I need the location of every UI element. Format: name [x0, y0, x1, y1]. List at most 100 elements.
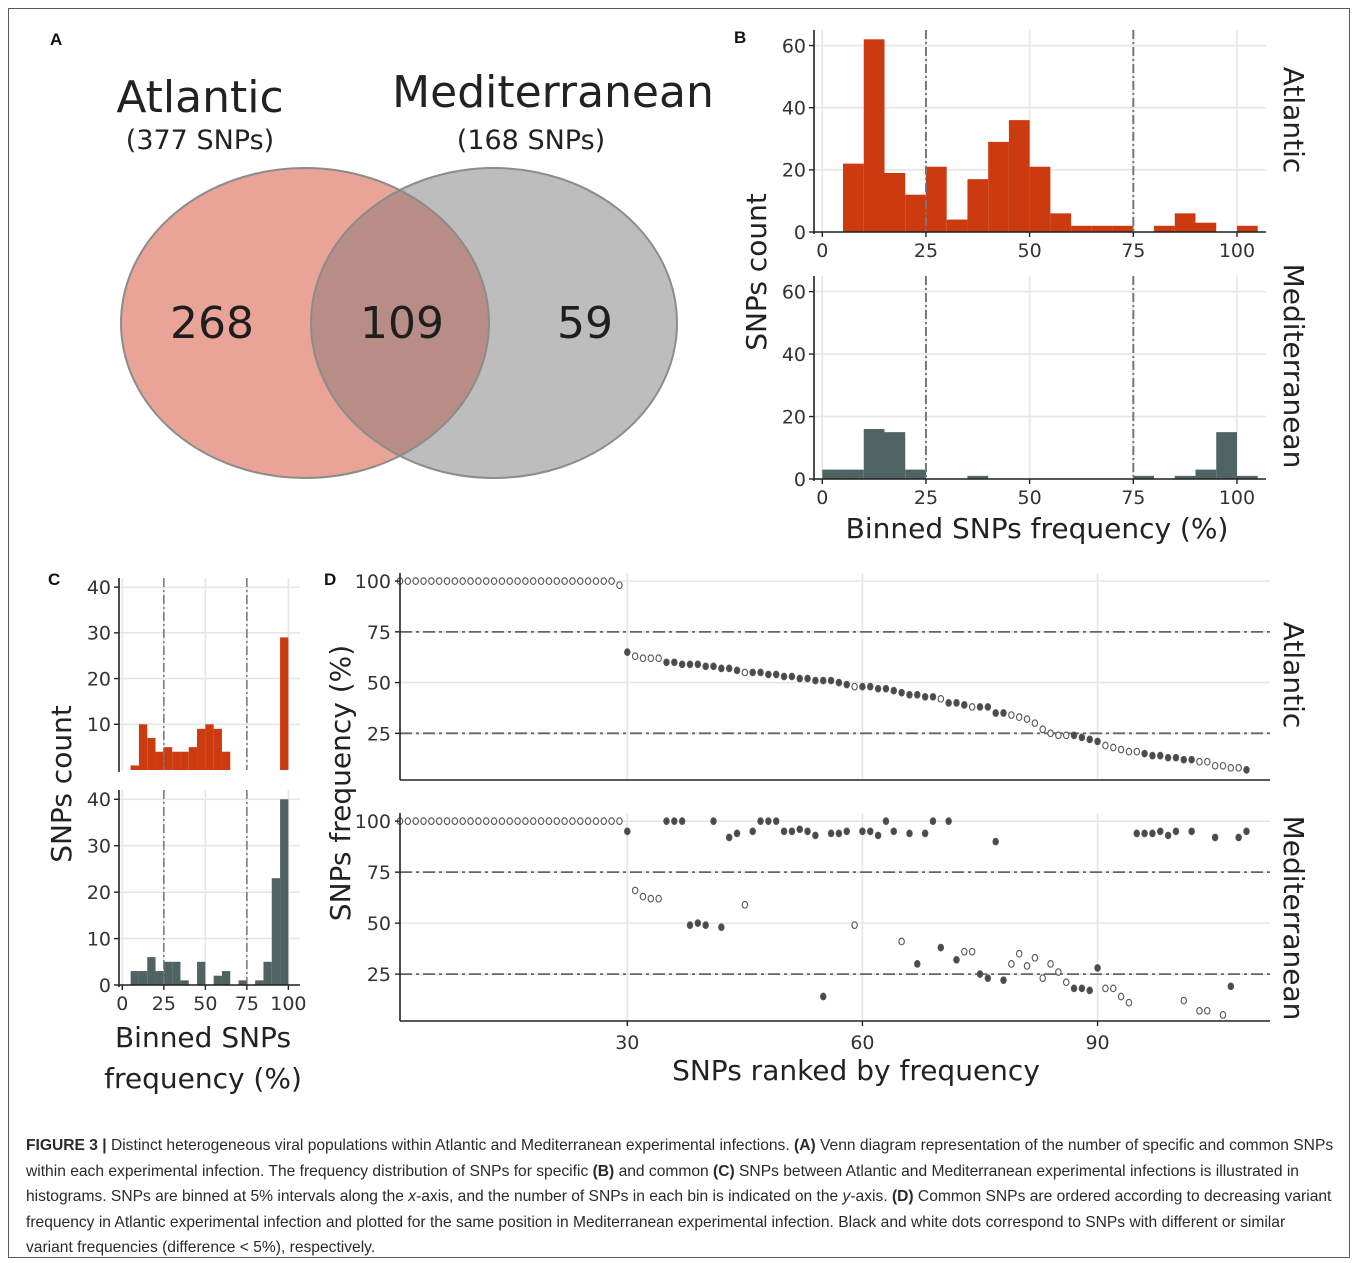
histogram-bar: [1029, 166, 1051, 232]
histogram-bar: [147, 957, 156, 985]
histogram-bar: [213, 975, 222, 985]
snp-dot-similar: [577, 577, 584, 585]
venn-diagram: A Atlantic (377 SNPs) Mediterranean (168…: [50, 30, 714, 479]
snp-dot-similar: [655, 654, 662, 663]
venn-circle-atlantic-outline: [120, 167, 490, 479]
snp-dot-similar: [420, 817, 427, 826]
snp-dot-different: [1164, 831, 1172, 840]
y-tick-label: 40: [782, 98, 806, 120]
snp-dot-different: [1078, 984, 1086, 993]
snp-dot-similar: [1031, 953, 1039, 962]
x-tick-label: 75: [1121, 240, 1145, 262]
snp-dot-different: [953, 955, 960, 964]
panel-b-facet-atlantic: Atlantic: [1277, 67, 1310, 173]
snp-dot-similar: [506, 817, 513, 826]
snp-dot-different: [796, 825, 803, 834]
snp-dot-similar: [616, 817, 623, 826]
histogram-bar: [884, 432, 906, 479]
y-tick-label: 20: [782, 160, 806, 182]
snp-dot-similar: [1055, 731, 1062, 740]
snp-dot-similar: [616, 581, 623, 590]
venn-left-title: Atlantic: [116, 72, 283, 123]
caption-text-2: Venn diagram representation of the numbe…: [26, 1137, 1334, 1180]
snp-dot-similar: [1062, 731, 1070, 740]
snp-dot-different: [733, 666, 741, 675]
x-tick-label: 100: [1219, 240, 1255, 262]
snp-dot-different: [906, 829, 913, 838]
histogram-bar: [946, 219, 968, 232]
histogram-bar: [1071, 225, 1092, 232]
histogram-bar: [1133, 475, 1155, 479]
histogram-bar: [1174, 475, 1196, 479]
snp-dot-similar: [443, 817, 451, 826]
snp-dot-similar: [600, 817, 608, 826]
histogram-bar: [238, 980, 247, 985]
snp-dot-similar: [545, 817, 553, 826]
snp-dot-different: [827, 829, 835, 838]
snp-dot-similar: [1062, 978, 1070, 987]
snp-dot-similar: [1117, 992, 1125, 1001]
caption-x-axis: x: [408, 1188, 417, 1205]
x-tick-label: 50: [1018, 487, 1042, 509]
snp-dot-different: [1211, 833, 1219, 842]
snp-dot-similar: [475, 577, 482, 585]
panel-d-facet-mediterranean: Mediterranean: [1277, 816, 1310, 1021]
snp-dot-similar: [537, 577, 545, 585]
panel-b-atlantic-plot: 0 20 40 60 0 25 50 75 100: [782, 30, 1266, 262]
snp-dot-similar: [1015, 949, 1023, 958]
snp-dot-similar: [467, 817, 474, 826]
snp-dot-different: [867, 682, 874, 691]
y-tick-label: 10: [87, 714, 111, 736]
snp-dot-different: [702, 662, 709, 671]
histogram-bar: [1236, 225, 1258, 232]
histogram-bar: [1195, 222, 1217, 232]
snp-dot-different: [843, 680, 851, 689]
panel-label-b: B: [734, 28, 746, 47]
snp-dot-different: [624, 827, 631, 836]
x-tick-label: 100: [1219, 487, 1255, 509]
histogram-bar: [172, 961, 181, 985]
y-tick-label: 60: [782, 281, 806, 303]
snp-dot-different: [835, 829, 843, 838]
snp-dot-similar: [1023, 962, 1031, 970]
snp-dot-similar: [898, 937, 905, 946]
snp-dot-similar: [1204, 1006, 1211, 1015]
snp-dot-different: [796, 674, 803, 683]
y-tick-label: 40: [87, 789, 111, 811]
snp-dot-different: [624, 648, 631, 656]
snp-dot-similar: [1055, 968, 1062, 976]
panel-label-c: C: [48, 570, 60, 589]
histogram-bar: [172, 751, 181, 770]
x-tick-label: 0: [816, 240, 828, 262]
snp-dot-different: [819, 676, 827, 685]
y-tick-label: 25: [367, 723, 391, 745]
x-tick-label: 25: [152, 993, 176, 1015]
histogram-bar: [221, 971, 231, 985]
snp-dot-different: [772, 817, 780, 826]
x-tick-label: 75: [1121, 487, 1145, 509]
y-tick-label: 20: [87, 882, 111, 904]
y-tick-label: 100: [355, 811, 391, 833]
snp-dot-similar: [968, 947, 976, 956]
y-tick-label: 0: [99, 975, 111, 997]
snp-dot-similar: [1219, 1011, 1227, 1019]
caption-y-axis: y: [842, 1188, 851, 1205]
snp-dot-different: [1235, 833, 1242, 842]
snp-dot-different: [890, 827, 898, 836]
histogram-bar: [147, 738, 156, 770]
histogram-bar: [1050, 213, 1072, 232]
snp-dot-similar: [1196, 1006, 1203, 1015]
snp-dot-different: [780, 672, 788, 681]
histogram-bar: [1195, 469, 1217, 479]
snp-dot-different: [1070, 984, 1078, 993]
caption-text-4: SNPs between Atlantic and Mediterranean …: [26, 1162, 1299, 1206]
snp-dot-similar: [443, 577, 451, 585]
snp-dot-different: [992, 837, 999, 846]
x-tick-label: 25: [914, 487, 938, 509]
histogram-bar: [138, 724, 148, 770]
snp-dot-similar: [1023, 715, 1031, 723]
venn-right-subtitle: (168 SNPs): [457, 125, 605, 156]
histogram-bar: [197, 961, 206, 985]
histogram-bar: [138, 971, 148, 985]
snp-dot-different: [1243, 827, 1250, 836]
